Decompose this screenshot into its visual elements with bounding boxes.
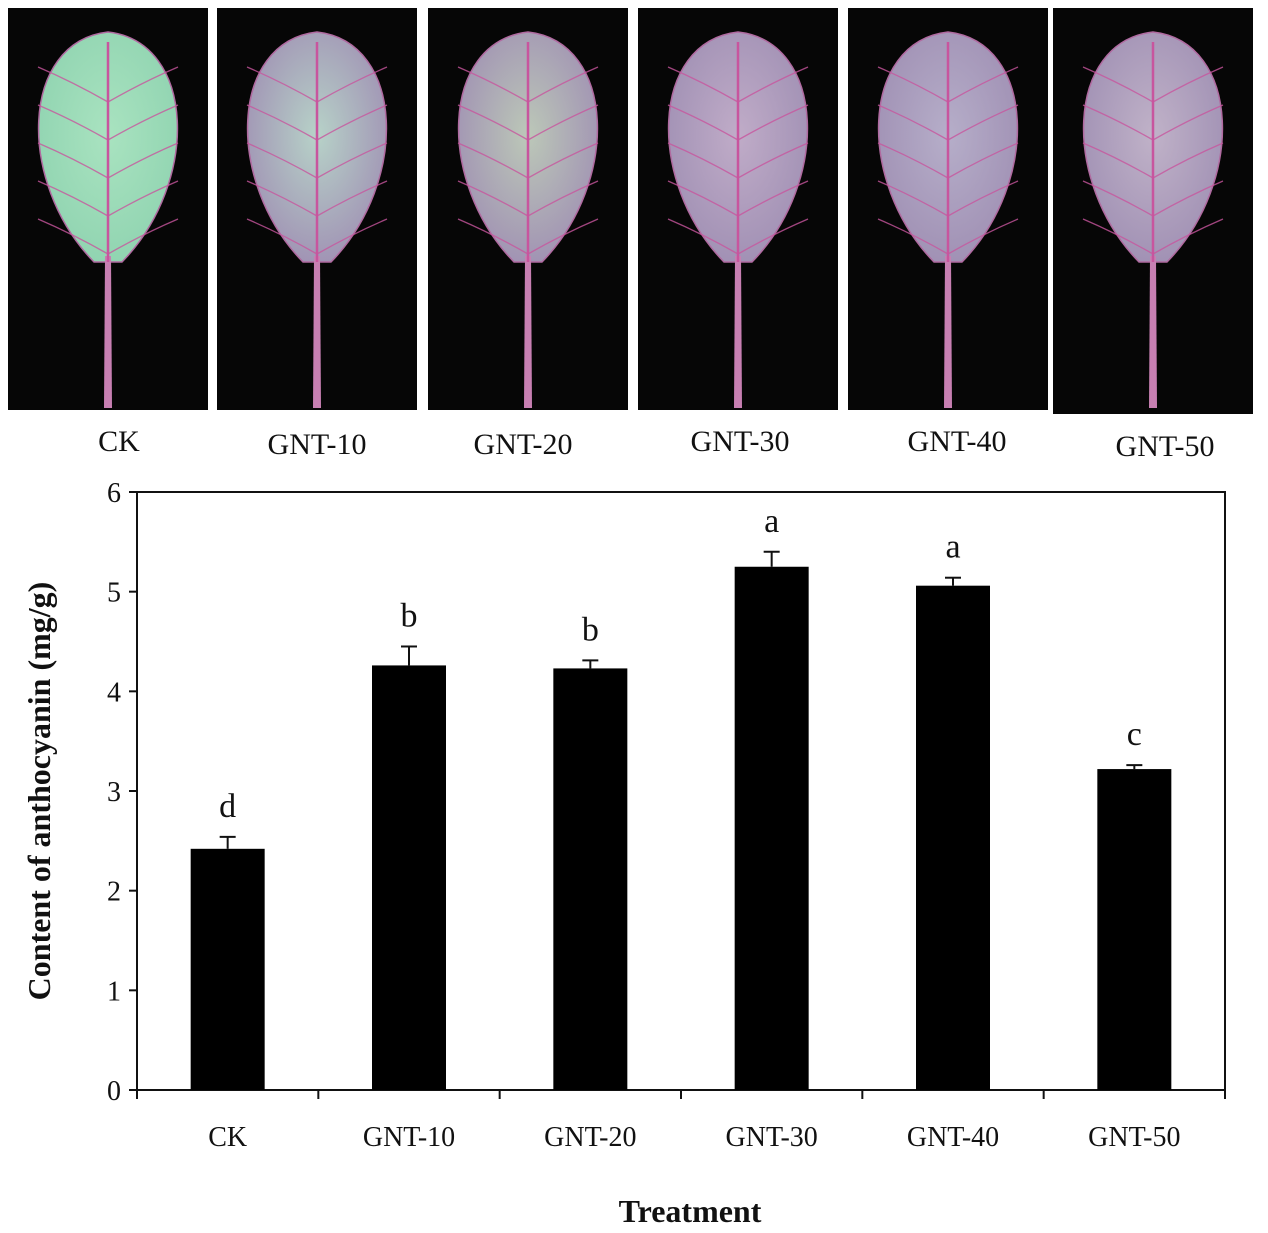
bars — [190, 566, 1172, 1090]
leaf-drawings — [37, 31, 1224, 408]
leaf-0 — [37, 31, 179, 408]
plot-frame — [136, 491, 1226, 1091]
panel-label-ck: CK — [98, 425, 140, 458]
significance-letters: d b b a a c — [219, 503, 1142, 825]
x-axis-title: Treatment — [619, 1193, 762, 1229]
y-tick-label: 3 — [107, 777, 121, 808]
panel-label-gnt-10: GNT-10 — [267, 428, 367, 461]
panel-label-gnt-30: GNT-30 — [690, 425, 790, 458]
significance-letter: b — [401, 597, 418, 634]
y-tick-label: 2 — [107, 877, 121, 908]
panel-label-gnt-50: GNT-50 — [1115, 430, 1215, 463]
bar-ck — [190, 848, 265, 1090]
x-tick-label: GNT-30 — [726, 1122, 818, 1153]
bar-gnt-40 — [916, 585, 990, 1090]
x-axis: CK GNT-10 GNT-20 GNT-30 GNT-40 GNT-50 — [136, 1090, 1226, 1153]
bar-gnt-50 — [1097, 769, 1172, 1090]
x-tick-label: CK — [208, 1122, 247, 1153]
leaf-1 — [246, 31, 388, 408]
leaf-photo-strip: CK GNT-10 GNT-20 GNT-30 GNT-40 GNT-50 — [0, 0, 1268, 470]
leaf-5 — [1082, 31, 1224, 408]
y-tick-label: 1 — [107, 976, 121, 1007]
y-tick-label: 6 — [107, 478, 121, 509]
leaf-3 — [667, 31, 809, 408]
error-bars — [219, 550, 1143, 849]
x-tick-label: GNT-50 — [1088, 1122, 1180, 1153]
bar-gnt-30 — [734, 566, 809, 1090]
x-tick-label: GNT-40 — [907, 1122, 999, 1153]
y-tick-label: 0 — [107, 1076, 121, 1107]
significance-letter: a — [764, 503, 779, 540]
bar-gnt-10 — [372, 665, 446, 1090]
leaf-2 — [457, 31, 599, 408]
bar-gnt-20 — [553, 668, 628, 1090]
significance-letter: a — [945, 529, 960, 566]
leaf-4 — [877, 31, 1019, 408]
x-tick-label: GNT-10 — [363, 1122, 455, 1153]
plot-border — [136, 491, 1226, 1091]
y-axis: 0 1 2 3 4 5 6 — [107, 478, 137, 1107]
y-tick-label: 4 — [107, 677, 121, 708]
anthocyanin-bar-chart: 0 1 2 3 4 5 6 CK GNT-10 GNT-20 GNT-30 GNT-40 GNT-50… — [21, 478, 1226, 1229]
panel-label-gnt-40: GNT-40 — [907, 425, 1007, 458]
y-tick-label: 5 — [107, 578, 121, 609]
significance-letter: d — [219, 788, 236, 825]
y-axis-title: Content of anthocyanin (mg/g) — [21, 582, 57, 1001]
x-tick-label: GNT-20 — [544, 1122, 636, 1153]
significance-letter: c — [1127, 716, 1142, 753]
significance-letter: b — [582, 611, 599, 648]
panel-label-gnt-20: GNT-20 — [473, 428, 573, 461]
